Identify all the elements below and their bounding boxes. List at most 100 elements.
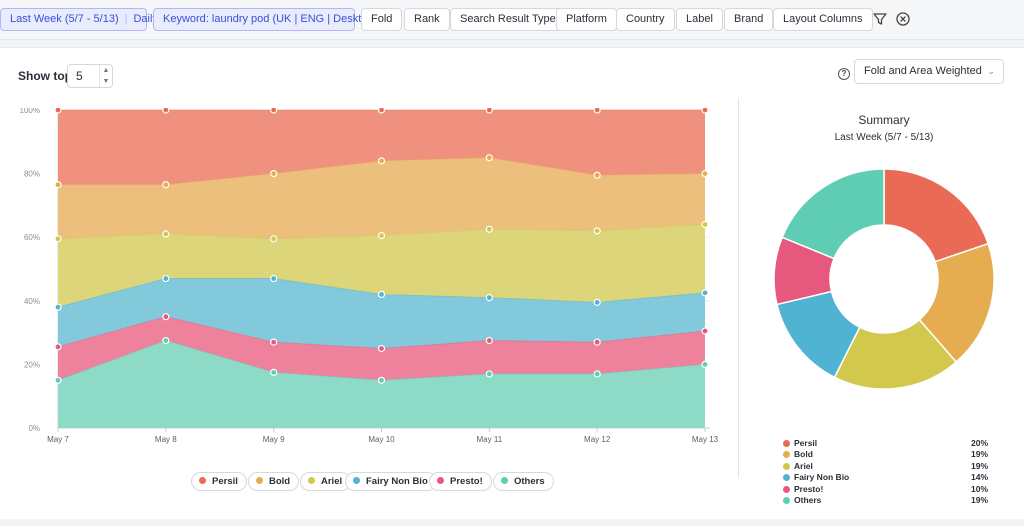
point-fairy-non-bio: [270, 274, 278, 283]
summary-brand-label: Others: [794, 495, 822, 505]
legend-swatch: [353, 477, 360, 484]
summary-share-value: 20%: [970, 438, 988, 448]
summary-row-fairy-non-bio: Fairy Non Bio 14%: [783, 472, 988, 483]
stacked-area-chart: 0% 20% 40% 60% 80% 100% May 7 May 8 May 9 May 10…: [20, 108, 719, 444]
stepper-down-icon[interactable]: ▼: [102, 78, 110, 85]
point-presto: [701, 327, 709, 335]
x-tick-label: May 10: [368, 435, 395, 444]
point-ariel: [162, 230, 170, 238]
point-presto: [485, 336, 493, 345]
summary-brand-label: Fairy Non Bio: [794, 472, 850, 483]
donut-slice-others: [781, 168, 885, 260]
filter-chip-brand[interactable]: Brand: [724, 8, 774, 31]
point-persil: [701, 108, 709, 114]
legend-item-fairy-non-bio[interactable]: Fairy Non Bio: [345, 472, 437, 491]
legend-label: Ariel: [321, 476, 343, 487]
point-bold: [485, 154, 493, 162]
stepper-arrows: ▲ ▼: [99, 65, 112, 87]
legend-label: Fairy Non Bio: [366, 476, 428, 487]
filter-chip-label[interactable]: Label: [676, 8, 723, 31]
metric-select-value: Fold and Area Weighted: [864, 65, 982, 77]
summary-row-ariel: Ariel 19%: [783, 461, 988, 472]
show-top-stepper[interactable]: 5 ▲ ▼: [67, 64, 113, 88]
filter-chip-search-result-type[interactable]: Search Result Type: [450, 8, 566, 31]
point-ariel: [701, 220, 709, 229]
question-circle-icon[interactable]: ?: [838, 68, 850, 80]
point-bold: [377, 157, 386, 165]
date-range-chip[interactable]: Last Week (5/7 - 5/13) | Daily: [0, 8, 158, 31]
point-ariel: [377, 232, 386, 240]
point-bold: [270, 169, 278, 178]
point-presto: [162, 313, 170, 321]
legend-item-others[interactable]: Others: [493, 472, 554, 491]
point-fairy-non-bio: [485, 294, 493, 302]
legend-label: Others: [514, 476, 545, 487]
filter-chip-fold[interactable]: Fold: [361, 8, 403, 31]
area-chart-markers: [54, 108, 709, 384]
chevron-down-icon: ⌄: [987, 66, 995, 76]
point-others: [270, 368, 278, 376]
summary-swatch: [783, 497, 790, 504]
area-fairy-non-bio: [58, 278, 705, 349]
point-others: [377, 376, 386, 384]
donut-slice-persil: [883, 168, 990, 263]
legend-label: Presto!: [450, 476, 483, 487]
legend-item-presto[interactable]: Presto!: [429, 472, 492, 491]
summary-swatch: [783, 451, 790, 459]
summary-donut-chart: [773, 168, 995, 390]
y-tick-label: 80%: [24, 170, 40, 179]
y-tick-label: 100%: [20, 108, 40, 115]
summary-brand-label: Bold: [794, 449, 813, 460]
stepper-up-icon[interactable]: ▲: [102, 67, 110, 74]
point-ariel: [593, 227, 601, 235]
point-ariel: [485, 225, 493, 233]
filter-chip-layout-columns[interactable]: Layout Columns: [773, 8, 873, 31]
legend-item-bold[interactable]: Bold: [248, 472, 300, 491]
point-presto: [377, 344, 386, 353]
date-range-label: Last Week (5/7 - 5/13): [10, 13, 119, 25]
clear-filters-icon[interactable]: [895, 11, 911, 27]
y-tick-label: 40%: [24, 297, 40, 306]
summary-title: Summary: [858, 113, 910, 127]
legend-label: Persil: [212, 476, 238, 487]
legend-item-ariel[interactable]: Ariel: [300, 472, 352, 491]
filter-icon[interactable]: [872, 11, 888, 27]
summary-row-persil: Persil 20%: [783, 438, 988, 449]
point-fairy-non-bio: [701, 289, 709, 297]
filter-chip-country[interactable]: Country: [616, 8, 675, 31]
summary-swatch: [783, 462, 790, 470]
point-fairy-non-bio: [54, 303, 62, 311]
metric-select[interactable]: Fold and Area Weighted ⌄: [854, 59, 1004, 84]
area-chart-y-ticks: 0% 20% 40% 60% 80% 100%: [20, 108, 40, 433]
legend-swatch: [437, 477, 444, 484]
point-persil: [270, 108, 278, 114]
x-tick-label: May 11: [477, 435, 503, 444]
legend-swatch: [199, 477, 206, 484]
x-tick-label: May 12: [584, 435, 611, 444]
y-tick-label: 20%: [24, 360, 40, 369]
show-top-value: 5: [76, 69, 83, 83]
filter-chip-platform[interactable]: Platform: [556, 8, 617, 31]
point-fairy-non-bio: [377, 290, 386, 299]
point-persil: [377, 108, 386, 114]
summary-row-others: Others 19%: [783, 495, 988, 506]
summary-swatch: [783, 485, 790, 493]
summary-subtitle: Last Week (5/7 - 5/13): [834, 132, 934, 143]
summary-share-value: 19%: [970, 449, 988, 460]
summary-share-value: 19%: [970, 495, 988, 505]
point-others: [54, 376, 62, 384]
point-bold: [54, 181, 62, 189]
point-others: [701, 360, 709, 368]
y-tick-label: 60%: [24, 233, 40, 242]
keyword-chip[interactable]: Keyword: laundry pod (UK | ENG | Desktop…: [153, 8, 377, 31]
summary-share-value: 10%: [970, 483, 988, 494]
point-others: [593, 370, 601, 378]
summary-share-value: 14%: [970, 472, 988, 483]
point-others: [162, 336, 170, 345]
filter-chip-rank[interactable]: Rank: [404, 8, 450, 31]
filter-bar: Last Week (5/7 - 5/13) | Daily Keyword: la…: [0, 0, 1024, 40]
point-persil: [485, 108, 493, 114]
legend-item-persil[interactable]: Persil: [191, 472, 247, 491]
point-persil: [593, 108, 601, 114]
point-ariel: [54, 235, 62, 243]
